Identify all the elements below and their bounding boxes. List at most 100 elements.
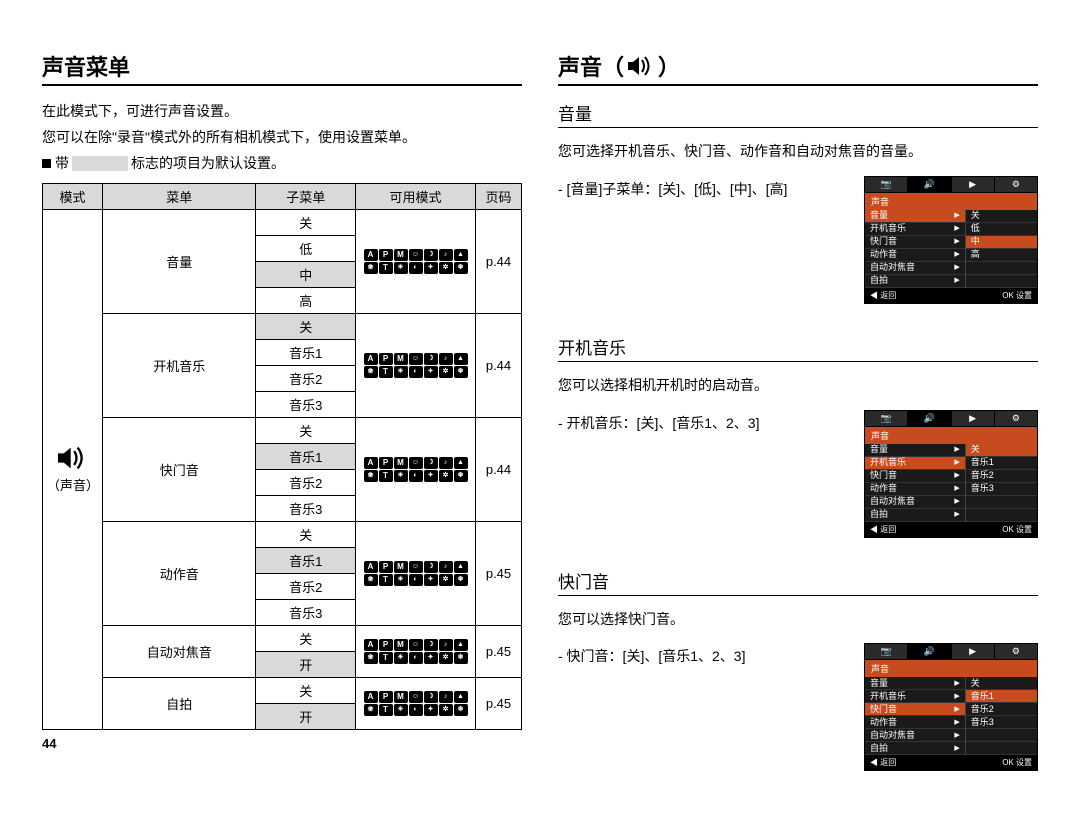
th-sub: 子菜单 bbox=[256, 184, 356, 210]
intro-2: 您可以在除"录音"模式外的所有相机模式下，使用设置菜单。 bbox=[42, 126, 522, 150]
lcd-menu-item: 快门音▶ bbox=[865, 470, 965, 483]
lcd-tab: ▶ bbox=[952, 177, 995, 192]
mode-icon bbox=[379, 457, 393, 469]
mode-icon bbox=[439, 561, 453, 573]
mode-icon bbox=[394, 691, 408, 703]
camera-lcd-preview: 📷🔊▶⚙声音音量▶开机音乐▶快门音▶动作音▶自动对焦音▶自拍▶关低中高 ◀ 返回… bbox=[864, 176, 1038, 304]
submenu-cell: 高 bbox=[256, 288, 356, 314]
lcd-menu-item: 自动对焦音▶ bbox=[865, 729, 965, 742]
lcd-value-item: 音乐3 bbox=[966, 716, 1037, 729]
available-modes-cell bbox=[356, 314, 476, 418]
lcd-menu-item: 音量▶ bbox=[865, 210, 965, 223]
mode-icon bbox=[379, 639, 393, 651]
table-row: 自拍关p.45 bbox=[43, 678, 522, 704]
mode-icon bbox=[439, 704, 453, 716]
lcd-value-item: 音乐2 bbox=[966, 703, 1037, 716]
mode-icon bbox=[379, 574, 393, 586]
mode-icon bbox=[379, 353, 393, 365]
lcd-menu-item: 自拍▶ bbox=[865, 275, 965, 288]
camera-lcd-preview: 📷🔊▶⚙声音音量▶开机音乐▶快门音▶动作音▶自动对焦音▶自拍▶关音乐1音乐2音乐… bbox=[864, 410, 1038, 538]
speaker-icon bbox=[58, 445, 88, 471]
mode-icon bbox=[379, 691, 393, 703]
mode-icon bbox=[454, 457, 468, 469]
submenu-cell: 音乐1 bbox=[256, 444, 356, 470]
lcd-tab: ⚙ bbox=[995, 411, 1037, 426]
option-line: - 开机音乐：[关]、[音乐1、2、3] bbox=[558, 410, 850, 437]
mode-icon bbox=[379, 262, 393, 274]
lcd-empty-row bbox=[966, 275, 1037, 288]
submenu-cell: 开 bbox=[256, 704, 356, 730]
detail-block: 开机音乐您可以选择相机开机时的启动音。- 开机音乐：[关]、[音乐1、2、3]📷… bbox=[558, 334, 1038, 538]
mode-icon bbox=[364, 262, 378, 274]
mode-icon bbox=[364, 639, 378, 651]
mode-icon bbox=[394, 457, 408, 469]
mode-icon bbox=[454, 639, 468, 651]
mode-icon bbox=[364, 457, 378, 469]
mode-icon bbox=[454, 262, 468, 274]
mode-icon bbox=[394, 561, 408, 573]
mode-icon bbox=[454, 353, 468, 365]
lcd-menu-item: 音量▶ bbox=[865, 444, 965, 457]
lcd-footer: ◀ 返回OK 设置 bbox=[865, 755, 1037, 770]
lcd-tab: 🔊 bbox=[908, 411, 951, 426]
table-row: 自动对焦音关p.45 bbox=[43, 626, 522, 652]
mode-icon bbox=[394, 262, 408, 274]
submenu-cell: 中 bbox=[256, 262, 356, 288]
lcd-menu-item: 快门音▶ bbox=[865, 703, 965, 716]
mode-icon bbox=[424, 457, 438, 469]
mode-icon bbox=[439, 353, 453, 365]
lcd-menu-item: 开机音乐▶ bbox=[865, 690, 965, 703]
lcd-menu-item: 快门音▶ bbox=[865, 236, 965, 249]
mode-icon bbox=[424, 574, 438, 586]
lcd-value-item: 关 bbox=[966, 444, 1037, 457]
lcd-value-item: 低 bbox=[966, 223, 1037, 236]
mode-icon bbox=[454, 249, 468, 261]
mode-icon bbox=[454, 366, 468, 378]
mode-icon bbox=[379, 249, 393, 261]
mode-icon bbox=[439, 262, 453, 274]
speaker-icon bbox=[628, 55, 654, 77]
table-row: （声音）音量关p.44 bbox=[43, 210, 522, 236]
page-cell: p.45 bbox=[476, 678, 522, 730]
submenu-cell: 关 bbox=[256, 418, 356, 444]
page-number: 44 bbox=[42, 736, 522, 751]
mode-icon bbox=[364, 470, 378, 482]
mode-icon bbox=[394, 353, 408, 365]
table-header-row: 模式 菜单 子菜单 可用模式 页码 bbox=[43, 184, 522, 210]
left-title: 声音菜单 bbox=[42, 50, 522, 86]
mode-icon bbox=[379, 561, 393, 573]
lcd-tab: ▶ bbox=[952, 411, 995, 426]
mode-cell: （声音） bbox=[43, 210, 103, 730]
mode-icon bbox=[409, 470, 423, 482]
detail-block: 快门音您可以选择快门音。- 快门音：[关]、[音乐1、2、3]📷🔊▶⚙声音音量▶… bbox=[558, 568, 1038, 772]
mode-icon bbox=[394, 249, 408, 261]
mode-icon bbox=[409, 691, 423, 703]
page-cell: p.44 bbox=[476, 314, 522, 418]
available-modes-cell bbox=[356, 626, 476, 678]
default-chip-icon bbox=[72, 156, 128, 171]
available-modes-cell bbox=[356, 210, 476, 314]
lcd-value-item: 中 bbox=[966, 236, 1037, 249]
mode-icon bbox=[439, 366, 453, 378]
submenu-cell: 关 bbox=[256, 314, 356, 340]
sub-title: 快门音 bbox=[558, 568, 1038, 596]
section-desc: 您可以选择相机开机时的启动音。 bbox=[558, 374, 1038, 398]
table-row: 快门音关p.44 bbox=[43, 418, 522, 444]
lcd-empty-row bbox=[966, 496, 1037, 509]
mode-icon bbox=[409, 561, 423, 573]
menu-cell: 开机音乐 bbox=[103, 314, 256, 418]
lcd-value-item: 音乐1 bbox=[966, 457, 1037, 470]
mode-icon bbox=[394, 639, 408, 651]
submenu-cell: 音乐2 bbox=[256, 470, 356, 496]
square-bullet-icon bbox=[42, 159, 51, 168]
mode-icon bbox=[454, 470, 468, 482]
menu-cell: 音量 bbox=[103, 210, 256, 314]
mode-icon bbox=[454, 691, 468, 703]
lcd-header: 声音 bbox=[865, 427, 1037, 444]
lcd-tab: 📷 bbox=[865, 177, 908, 192]
sound-menu-table: 模式 菜单 子菜单 可用模式 页码 （声音）音量关p.44低中高开机音乐关p.4… bbox=[42, 183, 522, 730]
menu-cell: 快门音 bbox=[103, 418, 256, 522]
submenu-cell: 关 bbox=[256, 522, 356, 548]
lcd-tab: 🔊 bbox=[908, 177, 951, 192]
submenu-cell: 低 bbox=[256, 236, 356, 262]
